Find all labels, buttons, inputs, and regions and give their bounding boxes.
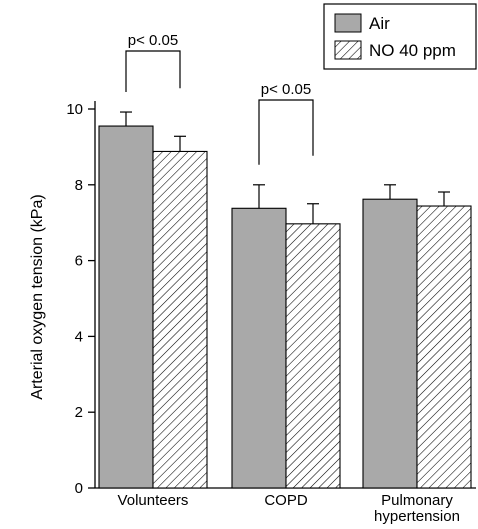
y-tick-label: 6 xyxy=(75,253,83,270)
significance-bracket xyxy=(125,50,181,93)
bar-air-2 xyxy=(362,198,418,489)
y-tick-label: 2 xyxy=(75,404,83,421)
legend-swatch-air xyxy=(334,13,362,33)
x-tick-label: Volunteers xyxy=(118,492,189,509)
x-tick-label: COPD xyxy=(264,492,308,509)
y-tick-label: 4 xyxy=(75,328,83,345)
significance-label: p< 0.05 xyxy=(261,81,311,98)
y-tick-label: 8 xyxy=(75,177,83,194)
y-tick-label: 10 xyxy=(66,101,83,118)
plot-area: 0 2 4 6 8 10 Volunteers COPD Pulmonaryhypertensi… xyxy=(66,32,476,525)
x-tick-label: hypertension xyxy=(374,508,460,525)
y-tick-label: 0 xyxy=(75,480,83,497)
bar-air-1 xyxy=(231,207,287,489)
y-axis-label: Arterial oxygen tension (kPa) xyxy=(29,194,46,399)
bar-no-2 xyxy=(416,205,472,489)
bar-air-0 xyxy=(98,125,154,489)
legend-swatch-no xyxy=(334,40,362,60)
legend: Air NO 40 ppm xyxy=(323,3,477,70)
legend-label-air: Air xyxy=(369,14,390,33)
significance-bracket xyxy=(258,99,314,165)
x-tick-label: Pulmonary xyxy=(381,492,453,509)
bar-no-0 xyxy=(152,150,208,489)
bar-no-1 xyxy=(285,223,341,489)
significance-label: p< 0.05 xyxy=(128,32,178,49)
legend-label-no: NO 40 ppm xyxy=(369,41,456,60)
